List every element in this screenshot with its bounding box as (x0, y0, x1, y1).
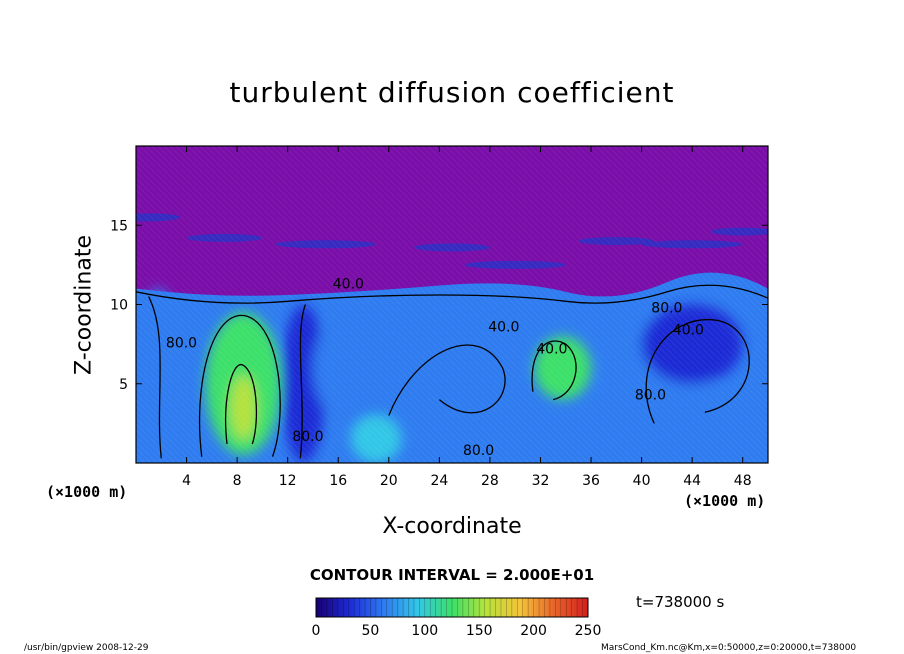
y-tick-label: 5 (119, 377, 128, 393)
colorbar: 0 50 100 150 200 250 (312, 597, 602, 639)
contour-line (198, 314, 281, 457)
x-axis: 4 8 12 16 20 24 28 32 36 40 44 48 (182, 146, 752, 489)
x-tick-label: 28 (481, 473, 499, 489)
footer-left: /usr/bin/gpview 2008-12-29 (24, 643, 149, 653)
contour-label: 40.0 (536, 342, 567, 358)
contour-line (388, 344, 506, 416)
colorbar-tick-label: 0 (312, 623, 321, 639)
contour-label: 80.0 (292, 429, 323, 445)
contour-line (148, 296, 162, 459)
footer-right: MarsCond_Km.nc@Km,x=0:50000,z=0:20000,t=… (601, 643, 857, 653)
x-tick-label: 16 (329, 473, 347, 489)
contour-label: 40.0 (333, 277, 364, 293)
x-tick-label: 8 (233, 473, 242, 489)
colorbar-tick-label: 250 (575, 623, 602, 639)
colorbar-bar (315, 597, 589, 618)
heatmap-field (136, 146, 768, 463)
contour-label: 40.0 (673, 323, 704, 339)
contour-labels: 40.0 80.0 80.0 80.0 40.0 40.0 80.0 40.0 80.0 (166, 277, 704, 459)
colorbar-tick-label: 150 (466, 623, 493, 639)
contour-label: 80.0 (635, 388, 666, 404)
x-tick-label: 24 (430, 473, 448, 489)
contour-label: 80.0 (463, 443, 494, 459)
y-tick-label: 15 (110, 218, 128, 234)
x-axis-label: X-coordinate (382, 514, 522, 539)
y-tick-label: 10 (110, 298, 128, 314)
x-tick-label: 36 (582, 473, 600, 489)
contour-line (299, 304, 306, 459)
x-tick-label: 40 (633, 473, 651, 489)
time-label: t=738000 s (636, 593, 725, 611)
contour-lines (136, 284, 768, 459)
contour-line (136, 284, 768, 304)
chart-title: turbulent diffusion coefficient (229, 76, 675, 109)
contour-label: 80.0 (651, 300, 682, 316)
y-axis: 5 10 15 (110, 218, 768, 393)
contour-line (645, 318, 750, 424)
colorbar-tick-label: 200 (520, 623, 547, 639)
contour-line (531, 340, 577, 401)
y-axis-label: Z-coordinate (71, 235, 97, 375)
x-tick-label: 48 (734, 473, 752, 489)
contour-label: 80.0 (166, 335, 197, 351)
x-tick-label: 20 (380, 473, 398, 489)
contour-interval: CONTOUR INTERVAL = 2.000E+01 (309, 566, 595, 584)
x-unit-left: (×1000 m) (46, 483, 128, 501)
x-unit-right: (×1000 m) (684, 492, 766, 510)
colorbar-tick-label: 100 (411, 623, 438, 639)
contour-line (225, 364, 258, 445)
x-tick-label: 12 (279, 473, 297, 489)
x-tick-label: 32 (532, 473, 550, 489)
colorbar-tick-label: 50 (361, 623, 379, 639)
x-tick-label: 4 (182, 473, 191, 489)
x-tick-label: 44 (683, 473, 701, 489)
contour-label: 40.0 (488, 319, 519, 335)
